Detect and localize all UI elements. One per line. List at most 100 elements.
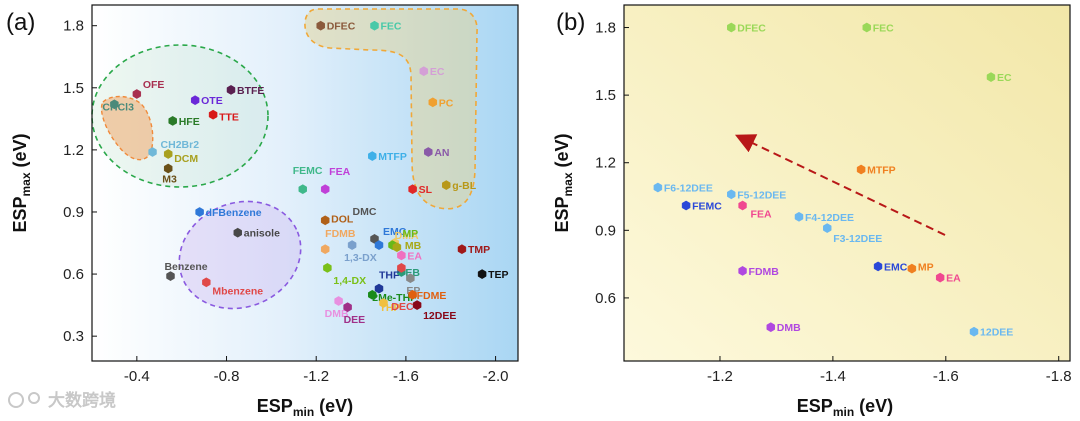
ytick-label-a-4: 1.5	[63, 80, 84, 97]
point-b-mtfp	[856, 164, 866, 175]
panel-b: -1.2 -1.4 -1.6 -1.8 0.6 0.9 1.2 1.5 1.8 DFEC FEC E…	[552, 4, 1072, 419]
point-label-a-dcm: DCM	[174, 153, 198, 165]
point-b-12dee	[969, 326, 979, 337]
panel-b-axes: -1.2 -1.4 -1.6 -1.8 0.6 0.9 1.2 1.5 1.8	[595, 20, 1071, 385]
ytick-label-b-2: 1.2	[595, 155, 616, 172]
watermark-logo-icon	[8, 392, 24, 408]
point-label-a-dee: DEE	[344, 314, 366, 326]
point-label-b-mp: MP	[918, 262, 934, 274]
point-label-b-12dee: 12DEE	[980, 327, 1013, 339]
point-label-a-ofe: OFE	[143, 79, 165, 91]
point-a-benzene	[166, 271, 175, 281]
point-a-hfe	[168, 116, 177, 126]
xtick-label-b-1: -1.4	[820, 368, 846, 385]
xtick-label-b-0: -1.2	[707, 368, 733, 385]
xtick-label-a-2: -1.2	[303, 368, 329, 385]
point-label-a-emc: EMC	[383, 226, 407, 238]
xtick-label-b-2: -1.6	[933, 368, 959, 385]
point-label-a-fdme: FDME	[417, 290, 447, 302]
point-a-tep	[477, 269, 487, 279]
point-a-ec	[419, 66, 429, 77]
ytick-label-a-0: 0.3	[63, 328, 84, 345]
point-b-femc	[681, 200, 691, 211]
panel-a-label: (a)	[6, 9, 35, 36]
xtick-label-a-0: -0.4	[124, 368, 150, 385]
point-a-dee	[343, 302, 352, 313]
panel-b-frame	[623, 4, 1071, 362]
panel-b-ylabel: ESPmax (eV)	[552, 133, 575, 232]
watermark-text: 大数跨境	[48, 390, 116, 410]
point-label-a-pc: PC	[439, 97, 454, 109]
point-b-ec	[986, 72, 996, 82]
point-a-ote	[190, 95, 200, 106]
point-b-mp	[907, 263, 917, 274]
point-label-a-mtfp: MTFP	[378, 151, 407, 163]
point-label-b-emc: EMC	[884, 261, 908, 273]
point-b-fdmb	[738, 266, 747, 276]
point-a-ch2br2	[148, 147, 157, 157]
point-b-f3-12dee	[823, 223, 832, 233]
point-label-a-benzene: Benzene	[164, 261, 207, 273]
point-a-fec	[370, 20, 379, 31]
ytick-label-b-3: 1.5	[595, 87, 616, 104]
ytick-label-b-0: 0.6	[595, 290, 616, 307]
point-label-a-an: AN	[434, 147, 449, 159]
point-label-b-fdmb: FDMB	[749, 266, 780, 278]
point-label-b-mtfp: MTFP	[867, 164, 896, 176]
point-label-a-ch2br2: CH2Br2	[161, 139, 200, 151]
point-a-dol	[320, 215, 330, 226]
point-a-dec	[397, 263, 406, 273]
xtick-label-b-3: -1.8	[1046, 368, 1072, 385]
point-a-pc	[428, 97, 438, 108]
point-b-fec	[862, 22, 871, 33]
point-label-a-ote: OTE	[201, 95, 223, 107]
point-a-fea	[320, 184, 330, 195]
point-a-femc	[298, 184, 307, 195]
xtick-label-a-4: -2.0	[483, 368, 509, 385]
point-a-2me-thf	[368, 289, 377, 300]
xtick-label-a-1: -0.8	[214, 368, 240, 385]
ytick-label-a-1: 0.6	[63, 266, 84, 283]
point-a-an	[424, 147, 433, 157]
point-label-a-femc: FEMC	[293, 165, 323, 177]
point-b-emc	[873, 261, 883, 272]
point-a-m3	[163, 163, 173, 174]
point-label-b-fea: FEA	[751, 209, 772, 221]
point-b-f6-12dee	[653, 182, 663, 193]
point-a-dmb	[334, 296, 343, 306]
point-label-a-btfe: BTFE	[237, 85, 264, 97]
point-label-a-fea: FEA	[329, 166, 350, 178]
point-b-f5-12dee	[727, 189, 736, 200]
point-label-a-anisole: anisole	[244, 228, 280, 240]
point-label-b-fec: FEC	[873, 23, 894, 35]
panel-a-regions	[91, 8, 478, 310]
point-a-mbenzene	[202, 277, 211, 288]
point-label-a-fec: FEC	[381, 21, 402, 33]
point-label-a-thf: THF	[379, 270, 400, 282]
point-label-a-dol: DOL	[331, 213, 354, 225]
point-a-tte	[208, 109, 218, 120]
point-label-a-dma: DMA	[395, 230, 419, 242]
point-a-thp	[379, 298, 388, 308]
point-label-b-femc: FEMC	[692, 201, 722, 213]
panel-b-label: (b)	[556, 9, 585, 36]
point-label-a-mp: MP	[402, 228, 418, 240]
point-a-dcm	[163, 149, 173, 159]
point-label-a-fdmb: FDMB	[325, 228, 356, 240]
point-a-anisole	[233, 227, 242, 238]
panel-a-ylabel: ESPmax (eV)	[10, 133, 33, 232]
point-a-12dee	[412, 300, 422, 310]
panel-b-xlabel: ESPmin (eV)	[797, 396, 893, 419]
point-a-emc	[374, 240, 384, 250]
point-label-b-dfec: DFEC	[737, 23, 766, 35]
point-a-ea	[397, 250, 406, 261]
point-label-a-dmc: DMC	[353, 206, 377, 218]
xtick-label-a-3: -1.6	[393, 368, 419, 385]
ytick-label-a-3: 1.2	[63, 142, 84, 159]
point-label-a-12dee: 12DEE	[423, 310, 456, 322]
ytick-label-a-2: 0.9	[63, 204, 84, 221]
point-label-a-g-bl: g-BL	[452, 180, 476, 192]
ytick-label-a-5: 1.8	[63, 18, 84, 35]
